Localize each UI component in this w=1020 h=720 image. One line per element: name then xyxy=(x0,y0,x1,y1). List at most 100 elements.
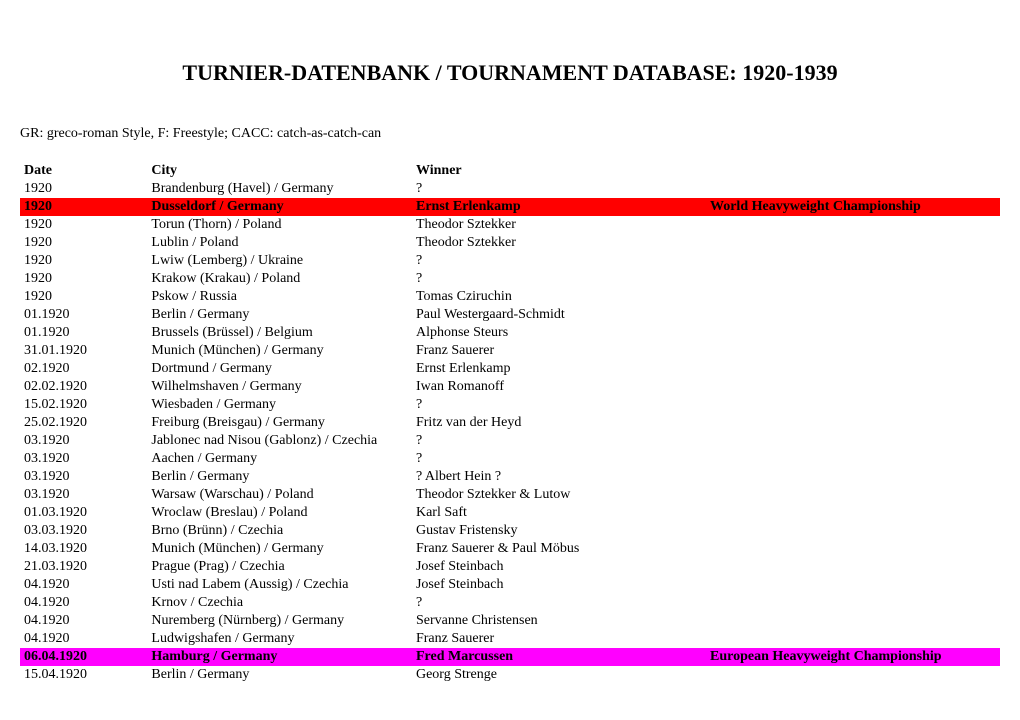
page-title: TURNIER-DATENBANK / TOURNAMENT DATABASE:… xyxy=(20,60,1000,86)
table-row: 06.04.1920Hamburg / GermanyFred Marcusse… xyxy=(20,648,1000,666)
table-row: 03.1920Berlin / Germany? Albert Hein ? xyxy=(20,468,1000,486)
cell-date: 1920 xyxy=(20,288,147,306)
cell-note xyxy=(706,396,1000,414)
cell-date: 04.1920 xyxy=(20,630,147,648)
cell-note xyxy=(706,666,1000,684)
cell-date: 01.03.1920 xyxy=(20,504,147,522)
cell-note xyxy=(706,450,1000,468)
cell-date: 03.1920 xyxy=(20,432,147,450)
cell-city: Jablonec nad Nisou (Gablonz) / Czechia xyxy=(147,432,412,450)
cell-date: 1920 xyxy=(20,180,147,198)
cell-city: Dusseldorf / Germany xyxy=(147,198,412,216)
table-row: 1920Pskow / RussiaTomas Cziruchin xyxy=(20,288,1000,306)
table-row: 1920Krakow (Krakau) / Poland? xyxy=(20,270,1000,288)
table-row: 1920Lwiw (Lemberg) / Ukraine? xyxy=(20,252,1000,270)
table-row: 01.1920Brussels (Brüssel) / BelgiumAlpho… xyxy=(20,324,1000,342)
table-header-row: Date City Winner xyxy=(20,162,1000,180)
cell-date: 04.1920 xyxy=(20,576,147,594)
cell-date: 06.04.1920 xyxy=(20,648,147,666)
table-row: 02.02.1920Wilhelmshaven / GermanyIwan Ro… xyxy=(20,378,1000,396)
cell-city: Krnov / Czechia xyxy=(147,594,412,612)
cell-city: Pskow / Russia xyxy=(147,288,412,306)
cell-note xyxy=(706,576,1000,594)
cell-date: 01.1920 xyxy=(20,324,147,342)
cell-city: Freiburg (Breisgau) / Germany xyxy=(147,414,412,432)
cell-winner: Franz Sauerer & Paul Möbus xyxy=(412,540,706,558)
cell-winner: ? xyxy=(412,594,706,612)
cell-city: Wroclaw (Breslau) / Poland xyxy=(147,504,412,522)
cell-city: Prague (Prag) / Czechia xyxy=(147,558,412,576)
table-row: 04.1920Ludwigshafen / GermanyFranz Sauer… xyxy=(20,630,1000,648)
cell-city: Dortmund / Germany xyxy=(147,360,412,378)
table-row: 31.01.1920Munich (München) / GermanyFran… xyxy=(20,342,1000,360)
cell-date: 01.1920 xyxy=(20,306,147,324)
cell-date: 14.03.1920 xyxy=(20,540,147,558)
cell-city: Brandenburg (Havel) / Germany xyxy=(147,180,412,198)
cell-note xyxy=(706,306,1000,324)
cell-note xyxy=(706,414,1000,432)
cell-city: Munich (München) / Germany xyxy=(147,342,412,360)
cell-winner: Georg Strenge xyxy=(412,666,706,684)
table-row: 03.03.1920Brno (Brünn) / CzechiaGustav F… xyxy=(20,522,1000,540)
cell-note xyxy=(706,342,1000,360)
cell-city: Nuremberg (Nürnberg) / Germany xyxy=(147,612,412,630)
table-row: 01.03.1920Wroclaw (Breslau) / PolandKarl… xyxy=(20,504,1000,522)
legend-text: GR: greco-roman Style, F: Freestyle; CAC… xyxy=(20,126,1000,142)
cell-city: Ludwigshafen / Germany xyxy=(147,630,412,648)
cell-note xyxy=(706,288,1000,306)
cell-winner: Karl Saft xyxy=(412,504,706,522)
table-row: 15.02.1920Wiesbaden / Germany? xyxy=(20,396,1000,414)
cell-winner: Paul Westergaard-Schmidt xyxy=(412,306,706,324)
cell-city: Usti nad Labem (Aussig) / Czechia xyxy=(147,576,412,594)
table-row: 1920Lublin / PolandTheodor Sztekker xyxy=(20,234,1000,252)
cell-date: 04.1920 xyxy=(20,594,147,612)
cell-winner: Franz Sauerer xyxy=(412,630,706,648)
cell-note xyxy=(706,234,1000,252)
cell-note xyxy=(706,486,1000,504)
cell-date: 02.02.1920 xyxy=(20,378,147,396)
cell-winner: ? xyxy=(412,180,706,198)
cell-city: Wiesbaden / Germany xyxy=(147,396,412,414)
cell-winner: ? xyxy=(412,396,706,414)
cell-winner: Fritz van der Heyd xyxy=(412,414,706,432)
cell-date: 02.1920 xyxy=(20,360,147,378)
table-row: 25.02.1920Freiburg (Breisgau) / GermanyF… xyxy=(20,414,1000,432)
cell-date: 1920 xyxy=(20,270,147,288)
cell-note xyxy=(706,522,1000,540)
cell-note xyxy=(706,504,1000,522)
cell-date: 03.1920 xyxy=(20,450,147,468)
table-row: 01.1920Berlin / GermanyPaul Westergaard-… xyxy=(20,306,1000,324)
cell-date: 03.1920 xyxy=(20,486,147,504)
cell-city: Hamburg / Germany xyxy=(147,648,412,666)
cell-winner: Gustav Fristensky xyxy=(412,522,706,540)
cell-winner: Theodor Sztekker xyxy=(412,216,706,234)
cell-date: 04.1920 xyxy=(20,612,147,630)
cell-note xyxy=(706,378,1000,396)
cell-city: Berlin / Germany xyxy=(147,666,412,684)
cell-note: World Heavyweight Championship xyxy=(706,198,1000,216)
cell-date: 1920 xyxy=(20,252,147,270)
cell-date: 1920 xyxy=(20,234,147,252)
cell-city: Lwiw (Lemberg) / Ukraine xyxy=(147,252,412,270)
cell-note xyxy=(706,612,1000,630)
cell-city: Krakow (Krakau) / Poland xyxy=(147,270,412,288)
cell-city: Berlin / Germany xyxy=(147,306,412,324)
cell-winner: Servanne Christensen xyxy=(412,612,706,630)
cell-winner: ? xyxy=(412,450,706,468)
table-row: 04.1920Usti nad Labem (Aussig) / Czechia… xyxy=(20,576,1000,594)
cell-city: Brno (Brünn) / Czechia xyxy=(147,522,412,540)
cell-date: 31.01.1920 xyxy=(20,342,147,360)
table-row: 04.1920Nuremberg (Nürnberg) / GermanySer… xyxy=(20,612,1000,630)
table-row: 04.1920Krnov / Czechia? xyxy=(20,594,1000,612)
cell-date: 21.03.1920 xyxy=(20,558,147,576)
cell-note xyxy=(706,468,1000,486)
cell-city: Torun (Thorn) / Poland xyxy=(147,216,412,234)
col-header-date: Date xyxy=(20,162,147,180)
cell-note xyxy=(706,270,1000,288)
cell-city: Aachen / Germany xyxy=(147,450,412,468)
cell-date: 25.02.1920 xyxy=(20,414,147,432)
cell-city: Munich (München) / Germany xyxy=(147,540,412,558)
tournament-table: Date City Winner 1920Brandenburg (Havel)… xyxy=(20,162,1000,684)
cell-note xyxy=(706,540,1000,558)
cell-winner: ? xyxy=(412,252,706,270)
